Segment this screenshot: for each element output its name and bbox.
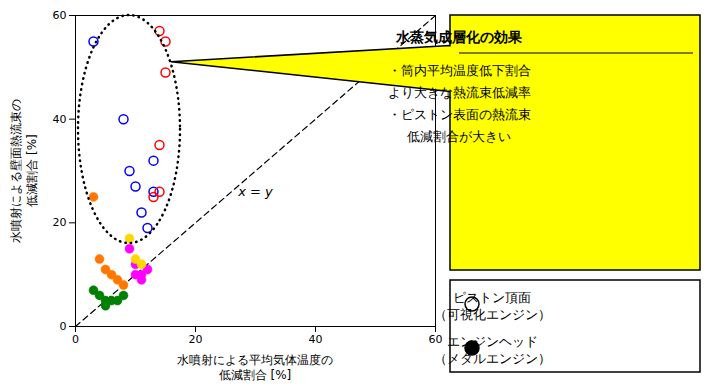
svg-text:0: 0	[72, 333, 79, 346]
svg-text:・筒内平均温度低下割合: ・筒内平均温度低下割合	[388, 63, 531, 78]
svg-text:（メタルエンジン）: （メタルエンジン）	[434, 351, 551, 366]
svg-text:水蒸気成層化の効果: 水蒸気成層化の効果	[395, 29, 523, 45]
svg-text:エンジンヘッド: エンジンヘッド	[447, 334, 538, 349]
svg-text:（可視化エンジン）: （可視化エンジン）	[434, 307, 551, 322]
svg-text:20: 20	[189, 333, 203, 346]
svg-text:40: 40	[309, 333, 323, 346]
svg-text:水噴射による壁面熱流束の: 水噴射による壁面熱流束の	[9, 99, 23, 243]
svg-text:低減割合が大きい: 低減割合が大きい	[407, 129, 511, 144]
svg-text:60: 60	[53, 9, 67, 22]
svg-text:低減割合 [%]: 低減割合 [%]	[219, 368, 292, 382]
svg-text:低減割合 [%]: 低減割合 [%]	[25, 134, 39, 207]
svg-text:水噴射による平均気体温度の: 水噴射による平均気体温度の	[177, 353, 333, 367]
svg-text:40: 40	[53, 113, 67, 126]
svg-text:より大きな熱流束低減率: より大きな熱流束低減率	[388, 85, 531, 100]
svg-text:20: 20	[53, 216, 67, 229]
svg-text:x = y: x = y	[237, 184, 273, 199]
svg-text:・ピストン表面の熱流束: ・ピストン表面の熱流束	[388, 107, 531, 122]
svg-text:60: 60	[429, 333, 443, 346]
svg-text:0: 0	[60, 320, 67, 333]
svg-text:ピストン頂面: ピストン頂面	[453, 290, 531, 305]
